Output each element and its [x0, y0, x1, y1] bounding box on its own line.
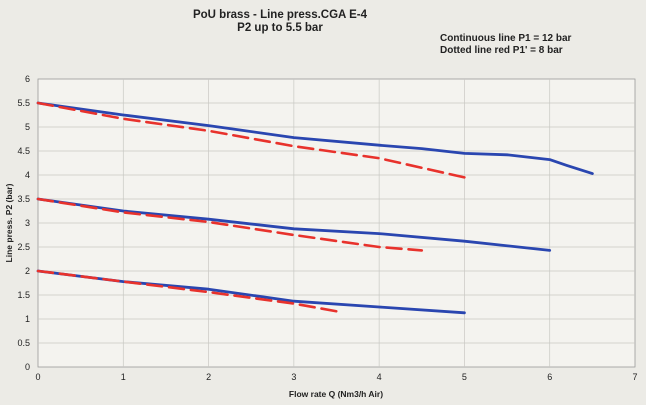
y-tick-label: 5.5 [17, 98, 30, 108]
y-tick-label: 1 [25, 314, 30, 324]
y-tick-label: 3 [25, 218, 30, 228]
legend-note-continuous: Continuous line P1 = 12 bar [440, 33, 572, 44]
series-group [36, 101, 594, 315]
chart-title: PoU brass - Line press.CGA E-4 P2 up to … [150, 9, 410, 35]
x-tick-label: 6 [547, 372, 552, 382]
y-tick-label: 3.5 [17, 194, 30, 204]
legend-note-dotted: Dotted line red P1' = 8 bar [440, 45, 563, 56]
solid-series-line-0 [36, 101, 594, 175]
x-tick-label: 4 [377, 372, 382, 382]
x-tick-label: 7 [632, 372, 637, 382]
y-tick-label: 2.5 [17, 242, 30, 252]
x-tick-label: 5 [462, 372, 467, 382]
y-tick-label: 5 [25, 122, 30, 132]
chart-title-line1: PoU brass - Line press.CGA E-4 [192, 9, 368, 21]
x-tick-label: 2 [206, 372, 211, 382]
x-axis-label: Flow rate Q (Nm3/h Air) [289, 389, 383, 399]
x-tick-label: 3 [291, 372, 296, 382]
y-tick-label: 4 [25, 170, 30, 180]
y-tick-label: 6 [25, 74, 30, 84]
dashed-series-line-1 [36, 101, 466, 179]
tick-labels: 0 0.5 1 1.5 2 2.5 3 3.5 4 4.5 5 5.5 6 0 1 2 3 4 5 6 7 [17, 74, 637, 382]
y-tick-label: 0.5 [17, 338, 30, 348]
x-tick-label: 0 [35, 372, 40, 382]
y-tick-label: 4.5 [17, 146, 30, 156]
y-tick-label: 1.5 [17, 290, 30, 300]
legend-note: Continuous line P1 = 12 bar Dotted line … [440, 33, 571, 57]
y-tick-label: 0 [25, 362, 30, 372]
solid-series-line-2 [36, 197, 552, 252]
x-tick-label: 1 [121, 372, 126, 382]
y-axis-label: Line press. P2 (bar) [4, 183, 14, 262]
chart-subtitle: P2 up to 5.5 bar [237, 22, 323, 34]
y-tick-label: 2 [25, 266, 30, 276]
grid-lines [38, 79, 635, 367]
dashed-series-line-5 [36, 269, 338, 313]
dashed-series-line-3 [36, 197, 424, 252]
